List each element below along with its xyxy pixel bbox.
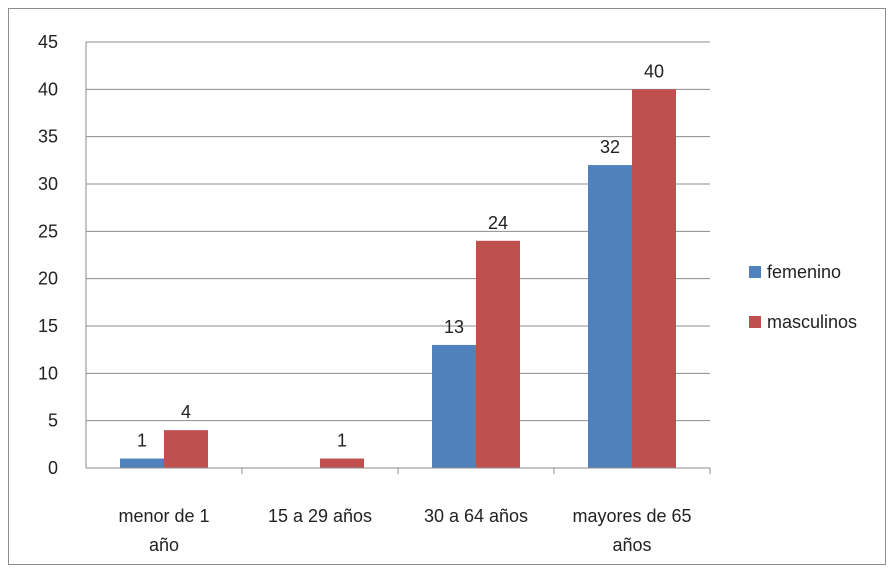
bar-masculinos-2 xyxy=(476,240,520,468)
y-tick-label: 5 xyxy=(48,411,58,431)
bar-masculinos-0 xyxy=(164,430,208,468)
y-tick-label: 15 xyxy=(38,316,58,336)
legend-label-masculinos: masculinos xyxy=(767,312,857,332)
data-label: 32 xyxy=(600,137,620,157)
x-category-label: años xyxy=(612,535,651,555)
y-tick-label: 25 xyxy=(38,221,58,241)
legend: femenino masculinos xyxy=(749,262,857,332)
y-axis-tick-labels: 0 5 10 15 20 25 30 35 40 45 xyxy=(38,32,58,478)
y-tick-label: 0 xyxy=(48,458,58,478)
x-category-label: año xyxy=(149,535,179,555)
bar-femenino-0 xyxy=(120,458,164,468)
bars xyxy=(120,89,676,469)
data-label: 1 xyxy=(337,431,347,451)
x-category-label: menor de 1 xyxy=(118,506,209,526)
legend-swatch-masculinos xyxy=(749,316,761,328)
y-tick-label: 40 xyxy=(38,79,58,99)
data-label: 4 xyxy=(181,402,191,422)
data-label: 40 xyxy=(644,61,664,81)
data-label: 13 xyxy=(444,317,464,337)
y-tick-label: 35 xyxy=(38,127,58,147)
bar-femenino-2 xyxy=(432,344,476,468)
y-tick-label: 45 xyxy=(38,32,58,52)
data-label: 1 xyxy=(137,431,147,451)
x-category-label: 30 a 64 años xyxy=(424,506,528,526)
y-tick-label: 10 xyxy=(38,363,58,383)
bar-masculinos-1 xyxy=(320,458,364,468)
chart-frame xyxy=(8,8,886,565)
x-category-label: 15 a 29 años xyxy=(268,506,372,526)
data-labels: 1 4 1 13 24 32 40 xyxy=(137,61,664,450)
bar-femenino-3 xyxy=(588,165,632,469)
y-tick-label: 30 xyxy=(38,174,58,194)
y-tick-label: 20 xyxy=(38,269,58,289)
legend-label-femenino: femenino xyxy=(767,262,841,282)
x-axis: menor de 1 año 15 a 29 años 30 a 64 años may… xyxy=(85,42,711,555)
x-category-label: mayores de 65 xyxy=(572,506,691,526)
data-label: 24 xyxy=(488,213,508,233)
bar-masculinos-3 xyxy=(632,89,676,468)
legend-swatch-femenino xyxy=(749,266,761,278)
